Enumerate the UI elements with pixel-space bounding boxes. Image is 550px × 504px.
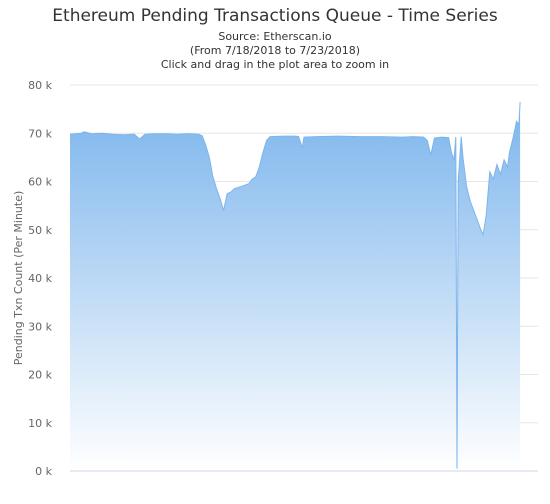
y-tick-label: 20 k (28, 369, 52, 382)
y-tick-label: 10 k (28, 417, 52, 430)
y-tick-label: 50 k (28, 224, 52, 237)
y-tick-label: 80 k (28, 79, 52, 92)
y-axis-title: Pending Txn Count (Per Minute) (12, 191, 25, 366)
y-axis: 0 k 10 k 20 k 30 k 40 k 50 k 60 k 70 k 80 k (28, 79, 538, 478)
y-tick-label: 40 k (28, 272, 52, 285)
y-tick-label: 0 k (35, 465, 52, 478)
chart-subtitle-source: Source: Etherscan.io (218, 30, 332, 43)
chart-subtitle-date-range: (From 7/18/2018 to 7/23/2018) (189, 44, 361, 57)
series-line[interactable] (69, 101, 521, 469)
y-tick-label: 70 k (28, 127, 52, 140)
y-tick-label: 30 k (28, 320, 52, 333)
series-layer (69, 101, 521, 472)
series-area[interactable] (70, 101, 521, 472)
chart-title: Ethereum Pending Transactions Queue - Ti… (52, 6, 498, 26)
chart-subtitle-zoom-hint: Click and drag in the plot area to zoom … (160, 58, 390, 71)
y-tick-label: 60 k (28, 176, 52, 189)
